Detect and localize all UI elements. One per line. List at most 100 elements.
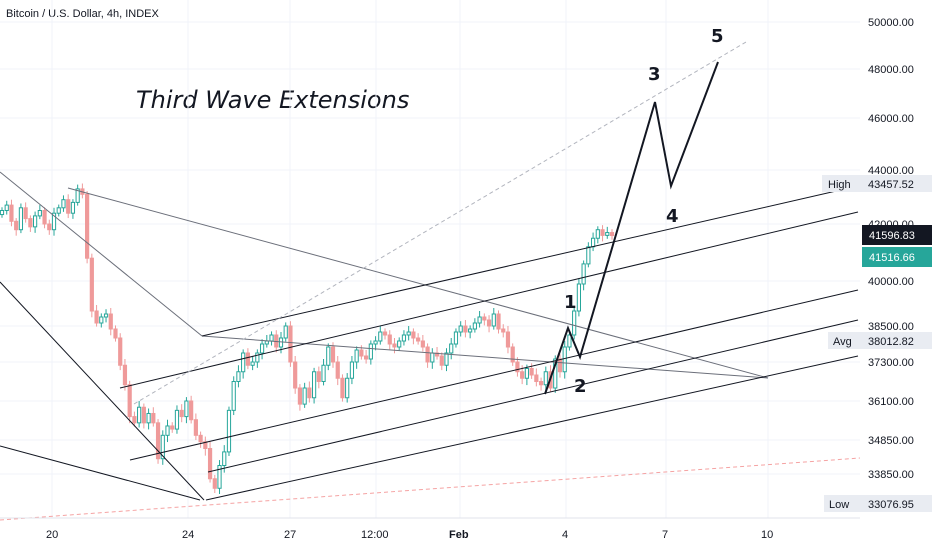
- svg-text:41516.66: 41516.66: [869, 252, 915, 264]
- candle-body: [151, 412, 156, 424]
- candle-body: [297, 387, 303, 405]
- wave-label-2: 2: [574, 376, 587, 397]
- candle-body: [70, 201, 76, 214]
- candle-body: [33, 215, 38, 228]
- candle-body: [203, 441, 208, 450]
- x-tick: 24: [182, 529, 194, 541]
- candle-body: [373, 340, 378, 345]
- candle-body: [56, 207, 61, 214]
- candle-body: [288, 325, 293, 363]
- svg-text:43457.52: 43457.52: [868, 179, 914, 191]
- candle-body: [529, 368, 534, 376]
- candle-body: [378, 331, 383, 342]
- candle-body: [241, 352, 246, 373]
- candle-body: [524, 368, 529, 379]
- candle-body: [293, 361, 298, 389]
- candle-body: [590, 237, 596, 248]
- candle-body: [397, 340, 402, 348]
- rising-channel-2: [119, 211, 859, 389]
- candle-body: [141, 406, 146, 424]
- candle-body: [453, 331, 459, 345]
- candle-body: [264, 340, 269, 345]
- candle-body: [103, 313, 109, 318]
- wave-label-1: 1: [564, 292, 577, 313]
- candle-body: [515, 361, 520, 373]
- wave-label-3: 3: [648, 64, 661, 85]
- candle-body: [349, 361, 355, 379]
- candle-body: [184, 400, 189, 418]
- y-tick: 46000.00: [868, 113, 914, 125]
- candle-body: [505, 331, 511, 348]
- candle-body: [605, 232, 610, 236]
- candle-body: [576, 283, 581, 312]
- candle-body: [18, 207, 24, 231]
- candle-body: [392, 343, 397, 348]
- candle-body: [463, 325, 468, 333]
- candle-body: [416, 337, 421, 342]
- wave-label-4: 4: [666, 206, 679, 227]
- candle-body: [553, 358, 558, 389]
- candle-body: [316, 371, 321, 382]
- y-tick: 44000.00: [868, 165, 914, 177]
- candle-body: [118, 337, 123, 366]
- candle-body: [28, 218, 33, 228]
- candle-body: [122, 364, 128, 386]
- candle-body: [581, 263, 586, 285]
- y-tick: 50000.00: [868, 17, 914, 29]
- candle-body: [231, 381, 236, 411]
- candle-body: [572, 310, 577, 336]
- rising-channel-4: [207, 319, 859, 473]
- candle-body: [335, 361, 340, 379]
- rising-channel-5: [205, 355, 859, 501]
- candle-body: [330, 346, 336, 363]
- candle-body: [222, 451, 227, 466]
- candle-body: [99, 316, 104, 324]
- price-axis[interactable]: 50000.00 48000.00 46000.00 44000.00 4200…: [822, 0, 932, 518]
- close-price-tag: 41516.66: [862, 247, 932, 267]
- descending-channel-upper: [0, 171, 203, 337]
- candle-body: [401, 334, 407, 342]
- candle-body: [311, 371, 317, 399]
- candle-body: [387, 334, 392, 345]
- candle-body: [307, 387, 312, 399]
- candle-body: [259, 343, 265, 354]
- avg-price-tag: Avg 38012.82: [828, 332, 932, 349]
- candle-body: [425, 346, 430, 363]
- candle-body: [510, 346, 515, 363]
- high-price-tag: High 43457.52: [822, 175, 932, 192]
- candle-body: [42, 210, 47, 225]
- candle-body: [269, 334, 274, 342]
- x-tick: 7: [662, 529, 668, 541]
- y-tick: 37300.00: [868, 357, 914, 369]
- candle-body: [520, 371, 525, 379]
- svg-text:41596.83: 41596.83: [869, 230, 915, 242]
- annotation-text: Third Wave Extensions: [136, 86, 410, 114]
- candle-body: [411, 331, 416, 339]
- candle-body: [198, 434, 203, 443]
- candle-body: [146, 412, 151, 424]
- y-tick: 48000.00: [868, 64, 914, 76]
- candle-body: [557, 358, 563, 373]
- candle-body: [61, 199, 66, 209]
- rising-channel-1: [201, 185, 859, 337]
- rising-channel-3: [129, 289, 859, 461]
- candle-body: [94, 310, 99, 324]
- candle-body: [430, 352, 435, 363]
- candle-body: [501, 328, 506, 333]
- candle-body: [165, 425, 170, 436]
- candle-body: [113, 328, 118, 339]
- candle-body: [496, 313, 501, 330]
- x-tick: 20: [46, 529, 58, 541]
- candle-body: [468, 328, 473, 333]
- candle-body: [534, 374, 539, 382]
- candle-body: [14, 220, 19, 231]
- candle-body: [127, 384, 132, 418]
- time-axis[interactable]: 20 24 27 12:00 Feb 4 7 10: [0, 517, 860, 541]
- low-price-tag: Low 33076.95: [824, 495, 932, 512]
- candle-body: [472, 322, 477, 330]
- candle-body: [37, 210, 42, 217]
- svg-text:Avg: Avg: [833, 336, 852, 348]
- grid: [0, 0, 860, 518]
- candle-body: [212, 478, 217, 489]
